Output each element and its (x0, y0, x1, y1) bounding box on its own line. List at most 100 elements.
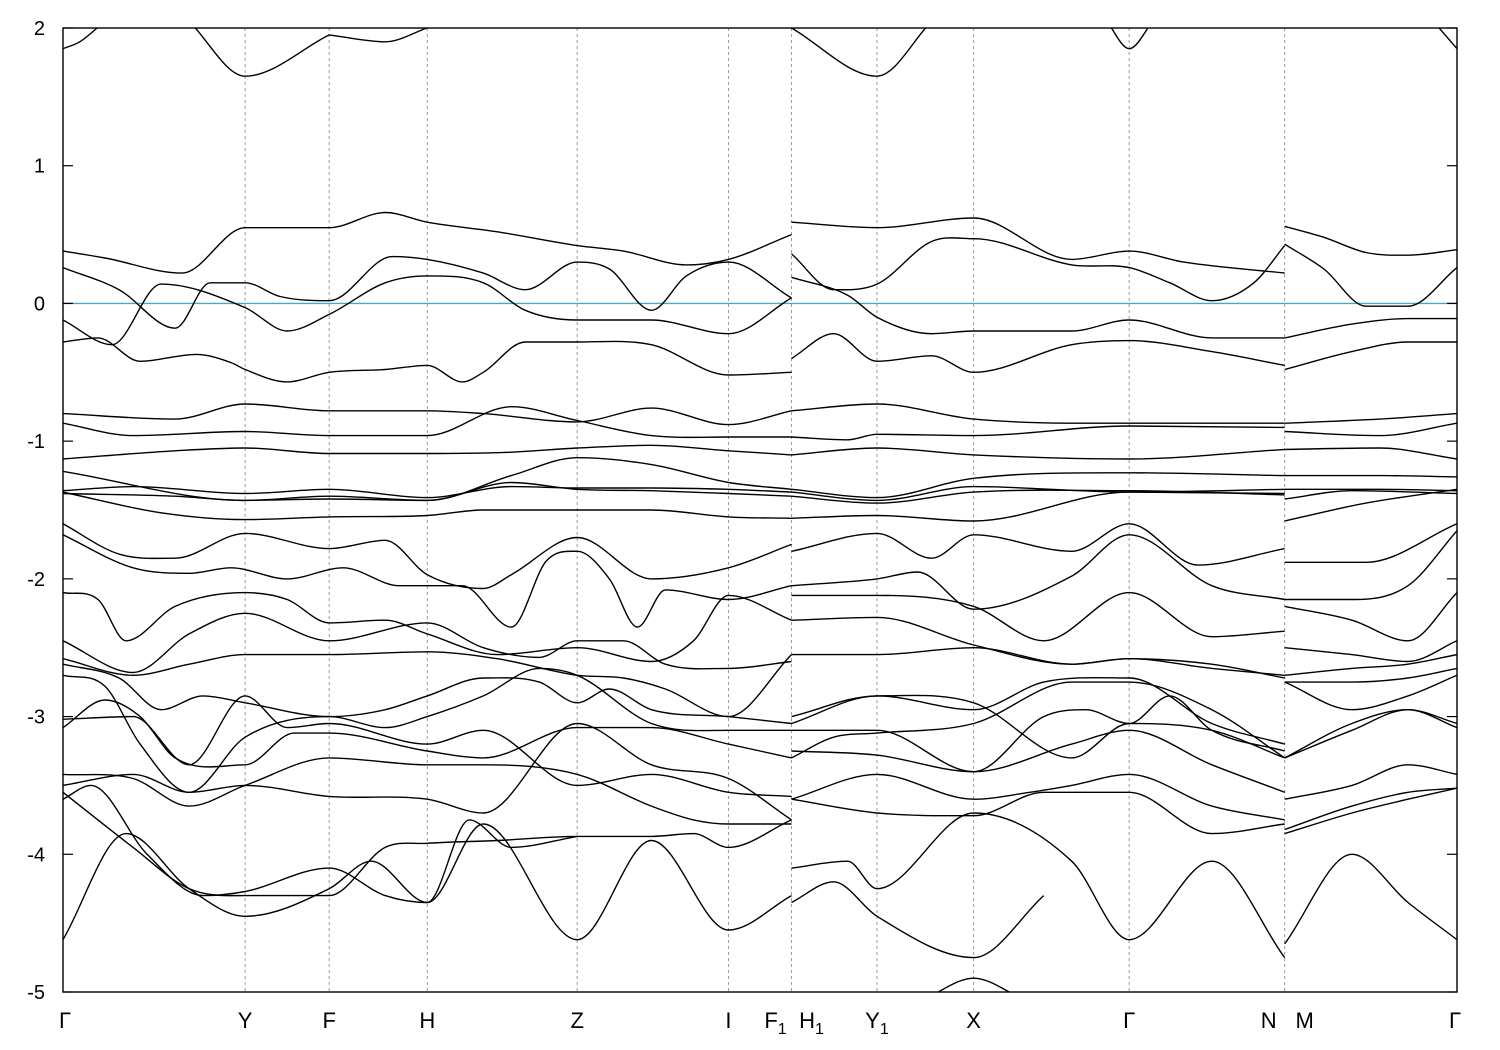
band-line-17 (1284, 422, 1457, 437)
kpoint-label: Z (570, 1008, 583, 1033)
band-line-56 (1284, 709, 1457, 759)
band-line-55 (791, 681, 1286, 759)
band-line-46 (791, 647, 1285, 676)
band-line-75 (63, 28, 99, 50)
band-line-15 (63, 406, 792, 439)
band-line-70 (791, 812, 1286, 959)
band-line-11 (1284, 341, 1457, 371)
band-line-27 (63, 481, 792, 502)
band-line-61 (791, 729, 1285, 793)
band-line-63 (63, 722, 792, 821)
band-line-30 (63, 491, 792, 521)
y-tick-label: 0 (34, 293, 45, 315)
band-line-65 (1284, 787, 1457, 831)
band-line-23 (1284, 474, 1457, 478)
band-line-60 (63, 757, 792, 825)
kpoint-label: Γ (1449, 1008, 1461, 1033)
band-line-31 (791, 491, 1285, 522)
band-line-1 (791, 217, 1285, 274)
band-line-28 (791, 489, 1285, 504)
band-line-47 (1284, 653, 1457, 676)
kpoint-label: F (322, 1008, 335, 1033)
band-line-40 (791, 591, 1285, 642)
y-tick-label: 1 (34, 156, 45, 178)
band-line-33 (63, 523, 792, 590)
y-tick-label: -4 (27, 844, 45, 866)
band-line-53 (1284, 674, 1457, 711)
y-tick-label: 2 (34, 18, 45, 40)
band-line-36 (63, 534, 792, 628)
bands (63, 28, 1457, 992)
band-line-51 (63, 667, 792, 793)
band-line-59 (1284, 709, 1457, 759)
band-line-2 (1284, 225, 1457, 256)
band-line-5 (1284, 243, 1457, 307)
band-line-9 (63, 337, 792, 383)
kpoint-label: X (966, 1008, 981, 1033)
kpoint-label: M (1296, 1008, 1314, 1033)
band-line-3 (63, 255, 792, 329)
band-line-52 (791, 695, 1285, 773)
band-line-4 (791, 237, 1286, 302)
band-line-71 (1284, 853, 1457, 945)
band-line-72 (63, 784, 578, 904)
band-line-34 (791, 523, 1285, 566)
band-line-42 (63, 612, 792, 674)
y-tick-label: -5 (27, 982, 45, 1004)
band-line-13 (791, 403, 1285, 424)
band-line-32 (1284, 488, 1457, 522)
band-line-41 (1284, 592, 1457, 642)
band-line-35 (1284, 523, 1457, 564)
band-line-39 (63, 591, 792, 663)
kpoint-label: Γ (1123, 1008, 1135, 1033)
band-line-8 (1284, 317, 1457, 339)
y-axis: -5 -4 -3 -2 -1 0 1 2 (27, 18, 1457, 1004)
band-line-67 (791, 791, 1285, 835)
plot-frame (62, 27, 1458, 993)
band-line-54 (63, 699, 792, 768)
band-line-0 (63, 211, 792, 274)
kpoint-label: Y1 (865, 1008, 889, 1038)
y-tick-label: -3 (27, 707, 45, 729)
band-line-48 (63, 663, 792, 725)
band-line-58 (791, 694, 1285, 759)
kpoint-label: Y (238, 1008, 253, 1033)
kpoint-label: H (419, 1008, 435, 1033)
band-line-76 (194, 28, 330, 77)
band-line-20 (1284, 447, 1457, 460)
band-line-62 (1284, 764, 1457, 800)
band-line-6 (63, 275, 792, 346)
band-line-12 (63, 403, 792, 426)
band-line-57 (63, 695, 792, 798)
band-line-37 (791, 534, 1285, 610)
band-line-24 (63, 485, 792, 499)
kpoint-label: N (1261, 1008, 1277, 1033)
band-line-18 (63, 444, 792, 460)
band-line-14 (1284, 412, 1457, 424)
band-line-68 (1284, 787, 1457, 835)
kpoint-label: H1 (799, 1008, 824, 1038)
x-axis: Γ Y F H Z I F1 H1 Y1 X Γ N M Γ (59, 1008, 1461, 1038)
band-line-64 (791, 773, 1285, 821)
band-line-19 (791, 447, 1285, 460)
kpoint-label: Γ (59, 1008, 71, 1033)
band-line-26 (1284, 488, 1457, 492)
band-line-44 (1284, 640, 1457, 663)
kpoint-label: I (725, 1008, 731, 1033)
band-line-38 (1284, 530, 1457, 601)
grid-lines (244, 28, 1286, 992)
band-line-77 (329, 28, 428, 43)
band-line-16 (791, 425, 1285, 441)
band-line-78 (791, 28, 927, 77)
kpoint-label: F1 (764, 1008, 786, 1038)
y-tick-label: -1 (27, 431, 45, 453)
band-line-50 (1284, 667, 1457, 683)
band-line-22 (791, 472, 1285, 499)
band-line-7 (791, 276, 1285, 339)
band-line-45 (63, 651, 792, 718)
band-line-73 (791, 881, 1045, 959)
band-line-79 (1110, 28, 1149, 50)
band-line-10 (791, 333, 1285, 373)
band-line-80 (1438, 28, 1457, 50)
